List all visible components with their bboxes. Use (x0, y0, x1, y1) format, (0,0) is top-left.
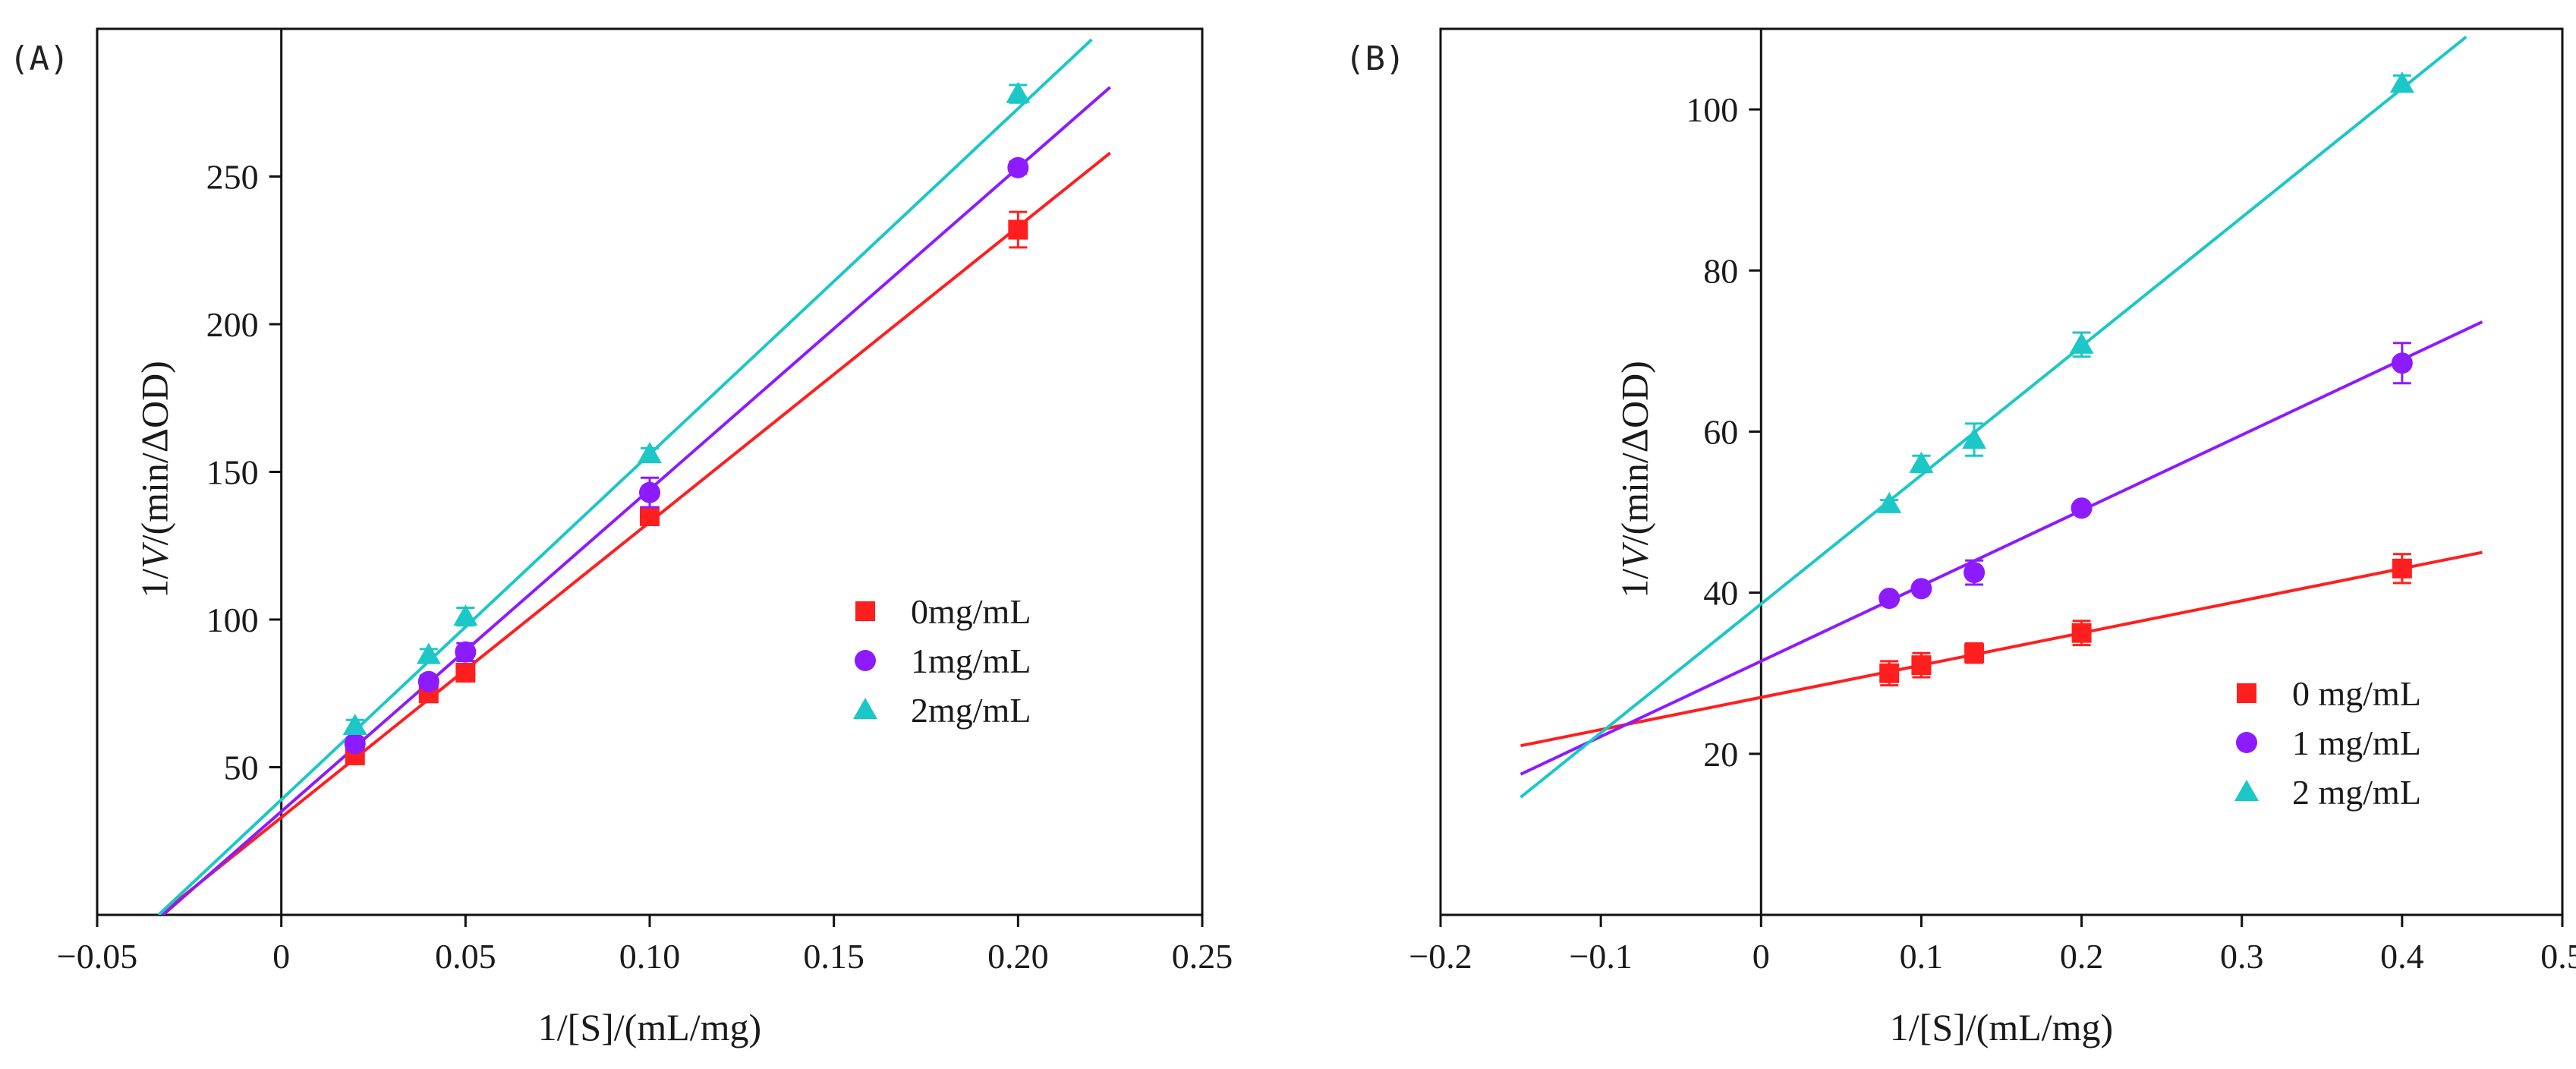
data-point (453, 604, 478, 626)
y-axis-title: 1/V/(min/ΔOD) (1613, 361, 1655, 598)
y-tick-label: 50 (224, 749, 259, 787)
y-axis-title-part: V (134, 541, 176, 569)
data-point (638, 442, 662, 464)
plot-area (1519, 36, 2483, 799)
data-point (1963, 562, 1986, 584)
y-axis-title-part: /(min/ΔOD) (134, 361, 176, 545)
fit-line (1519, 320, 2483, 776)
fit-line (157, 38, 1093, 915)
data-point (2069, 332, 2094, 354)
y-tick-label: 150 (206, 453, 259, 492)
x-tick-label: 0.1 (1900, 937, 1944, 976)
data-point (1964, 643, 1985, 664)
data-point (2389, 71, 2414, 93)
data-point (342, 714, 367, 736)
x-axis-title: 1/[S]/(mL/mg) (1890, 1006, 2113, 1049)
fit-line (157, 151, 1111, 915)
legend-marker (2236, 732, 2257, 753)
x-tick-label: −0.1 (1569, 937, 1632, 976)
plot-frame (1439, 27, 2564, 916)
data-point (416, 642, 441, 664)
data-point (1008, 219, 1028, 240)
y-tick-label: 100 (1686, 90, 1738, 129)
panel-a-chart: (A) −0.05 0 0.05 0.10 0.15 0.20 0.25 50 100 150 200… (9, 27, 1233, 1049)
x-axis-title: 1/[S]/(mL/mg) (538, 1006, 761, 1049)
x-tick-label: 0 (1752, 937, 1770, 976)
x-tick-label: −0.05 (57, 937, 137, 976)
y-tick-label: 60 (1703, 412, 1738, 451)
y-tick-label: 100 (206, 601, 259, 639)
fit-line (1519, 36, 2467, 799)
data-point (455, 641, 477, 663)
y-tick-label: 200 (206, 305, 259, 344)
data-point (1911, 655, 1932, 676)
panel-b-chart: (B) −0.2 −0.1 0 0.1 0.2 0.3 0.4 0.5 20 40 60 80 100 1/… (1345, 27, 2576, 1049)
x-tick-label: 0.25 (1172, 937, 1233, 976)
x-tick-label: 0.2 (2060, 937, 2104, 976)
panel-label: (A) (9, 39, 69, 78)
data-point (1877, 491, 1902, 513)
legend-label: 1mg/mL (911, 642, 1031, 680)
fit-line (1520, 550, 2483, 748)
legend-marker (2234, 780, 2259, 801)
plot-area (157, 38, 1111, 915)
y-axis-title-part: /(min/ΔOD) (1613, 361, 1655, 545)
y-tick-label: 40 (1703, 574, 1738, 613)
legend-marker (853, 698, 877, 719)
data-point (1962, 427, 1987, 449)
x-tick-label: 0.3 (2220, 937, 2264, 976)
legend-marker (855, 650, 876, 671)
data-point (640, 506, 660, 526)
legend-label: 0 mg/mL (2292, 674, 2421, 713)
data-point (455, 663, 476, 683)
y-tick-label: 250 (206, 158, 259, 197)
legend: 0mg/mL 1mg/mL 2mg/mL (853, 592, 1031, 730)
data-point (417, 670, 439, 692)
legend-label: 2 mg/mL (2292, 773, 2421, 812)
legend-label: 2mg/mL (911, 691, 1031, 730)
data-point (1007, 156, 1029, 178)
data-point (1006, 81, 1031, 103)
data-point (2071, 497, 2093, 519)
legend: 0 mg/mL 1 mg/mL 2 mg/mL (2234, 674, 2421, 812)
x-tick-label: 0.05 (435, 937, 496, 976)
data-point (639, 481, 660, 503)
data-point (1879, 663, 1900, 683)
x-tick-label: 0.5 (2540, 937, 2576, 976)
legend-marker (2237, 683, 2256, 703)
y-axis-title-part: 1/ (134, 569, 176, 598)
y-tick-label: 20 (1703, 735, 1738, 774)
legend-label: 1 mg/mL (2292, 724, 2421, 762)
data-point (1910, 578, 1932, 600)
legend-label: 0mg/mL (911, 592, 1031, 631)
y-tick-label: 80 (1703, 251, 1738, 290)
x-tick-label: −0.2 (1409, 937, 1472, 976)
data-point (2071, 623, 2092, 643)
data-point (1909, 451, 1934, 473)
x-tick-label: 0 (272, 937, 290, 976)
x-tick-label: 0.15 (803, 937, 864, 976)
data-point (1878, 588, 1901, 610)
x-tick-label: 0.10 (619, 937, 681, 976)
y-axis-title: 1/V/(min/ΔOD) (134, 361, 176, 598)
legend-marker (855, 601, 875, 621)
y-axis-title-part: 1/ (1613, 569, 1655, 598)
y-axis-title-part: V (1613, 541, 1655, 569)
x-tick-label: 0.20 (987, 937, 1049, 976)
data-point (2391, 352, 2413, 374)
fit-line (160, 86, 1111, 915)
data-point (2392, 558, 2412, 579)
data-point (344, 733, 366, 755)
panel-label: (B) (1345, 39, 1405, 78)
x-tick-label: 0.4 (2380, 937, 2424, 976)
